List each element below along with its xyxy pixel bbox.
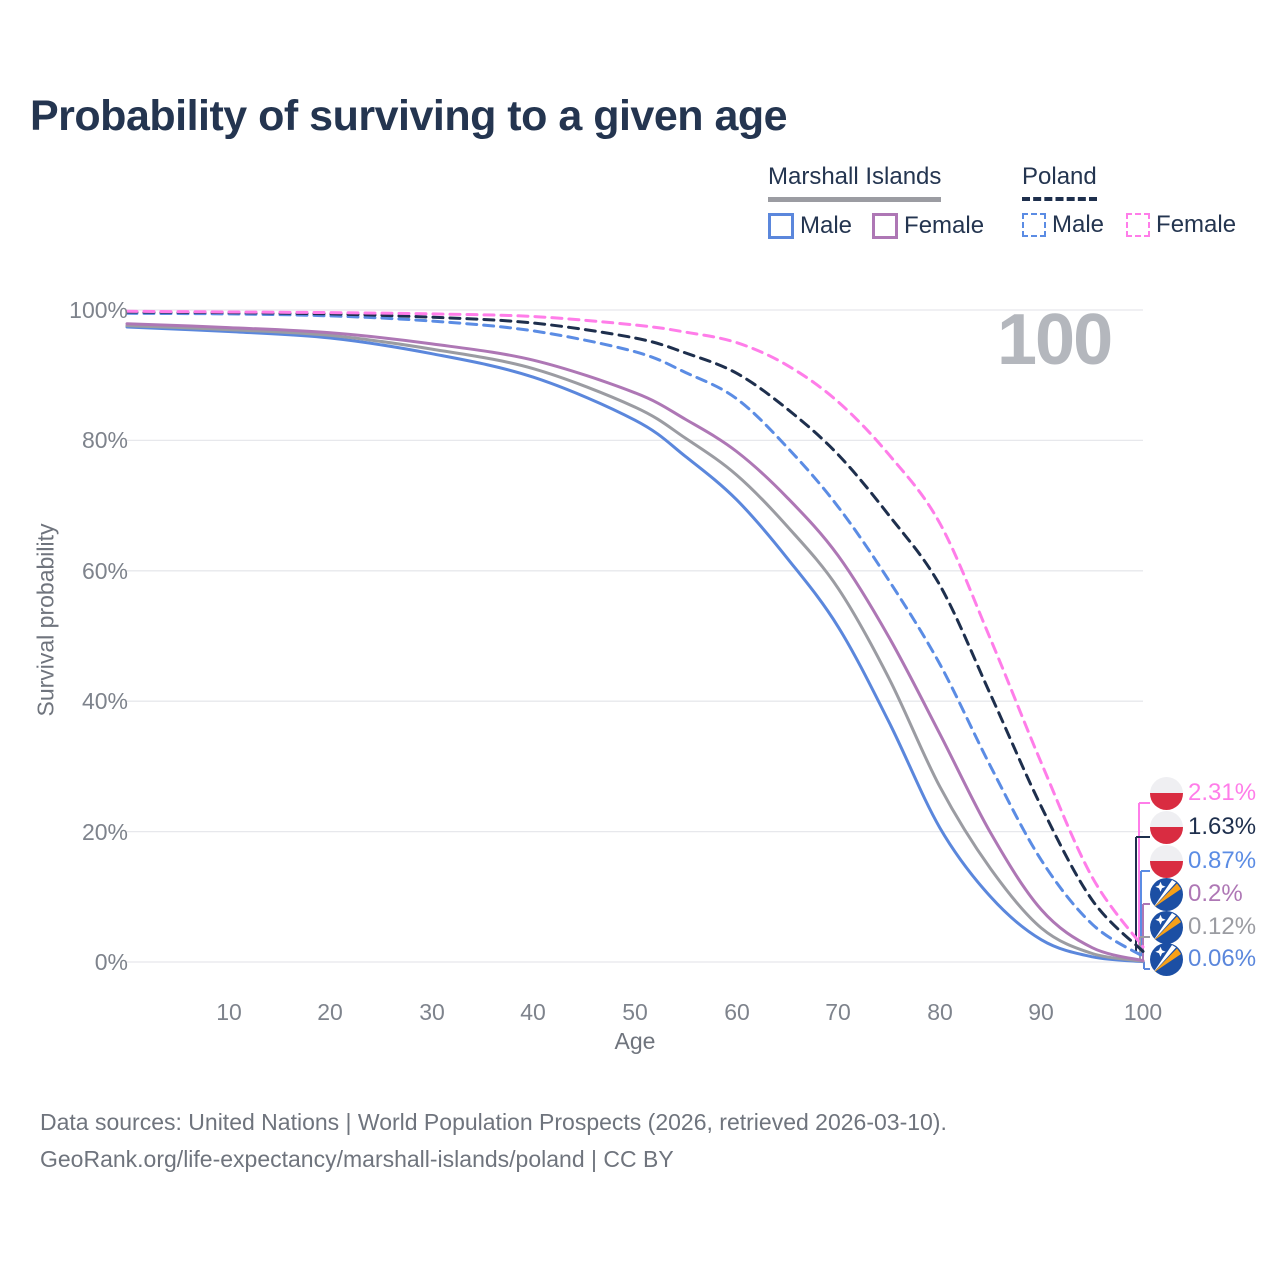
end-label-row: 0.2% <box>1150 877 1243 911</box>
marshall-islands-male-swatch-icon <box>768 213 794 239</box>
footer: Data sources: United Nations | World Pop… <box>40 1104 947 1178</box>
poland-female-swatch-icon <box>1126 213 1151 237</box>
curve-marshall-islands-female <box>125 322 1145 963</box>
x-axis-title: Age <box>614 1028 656 1054</box>
x-tick-label: 80 <box>927 999 953 1025</box>
end-label-row: 1.63% <box>1150 810 1256 844</box>
poland-male-swatch-icon <box>1022 213 1046 237</box>
x-tick-label: 40 <box>520 999 546 1025</box>
y-tick-label: 0% <box>94 949 128 975</box>
legend-country-marshall-islands[interactable]: Marshall Islands <box>768 163 942 202</box>
legend-country-poland[interactable]: Poland <box>1022 163 1097 201</box>
leader-line <box>1135 836 1150 952</box>
curve-marshall-islands <box>125 324 1145 963</box>
x-tick-label: 30 <box>419 999 445 1025</box>
end-value-label: 0.06% <box>1188 945 1257 972</box>
poland-flag-icon <box>1150 844 1183 878</box>
end-value-label: 0.87% <box>1188 847 1257 874</box>
legend-item-poland-male[interactable]: Male <box>1022 211 1104 239</box>
x-tick-label: 60 <box>724 999 750 1025</box>
curve-poland-female <box>125 309 1145 949</box>
legend-label: Male <box>800 212 853 239</box>
marshall-islands-female-swatch-icon <box>872 213 899 239</box>
marshall-islands-flag-icon <box>1150 877 1183 911</box>
x-tick-label: 100 <box>1123 999 1163 1025</box>
poland-flag-icon <box>1150 776 1183 810</box>
legend-item-poland-female[interactable]: Female <box>1126 211 1236 239</box>
x-tick-label: 50 <box>622 999 648 1025</box>
x-tick-label: 70 <box>825 999 851 1025</box>
legend-label: Female <box>904 212 985 239</box>
leader-line <box>1138 802 1150 947</box>
end-value-label: 1.63% <box>1188 813 1257 840</box>
end-value-label: 2.31% <box>1188 779 1257 806</box>
age-watermark: 100 <box>997 300 1113 380</box>
data-sources-line: Data sources: United Nations | World Pop… <box>40 1109 947 1135</box>
marshall-islands-flag-icon <box>1150 910 1183 944</box>
legend-item-marshall-islands-female[interactable]: Female <box>872 212 984 240</box>
end-value-label: 0.2% <box>1188 880 1243 907</box>
y-tick-label: 20% <box>81 819 128 845</box>
end-label-row: 2.31% <box>1150 776 1256 810</box>
y-tick-label: 80% <box>81 427 128 453</box>
legend-label: Female <box>1156 211 1237 238</box>
x-tick-label: 10 <box>216 999 242 1025</box>
legend-group-poland: Poland Male Female <box>1022 163 1236 239</box>
x-tick-label: 90 <box>1028 999 1054 1025</box>
poland-flag-icon <box>1150 810 1183 844</box>
leader-line <box>1143 961 1150 970</box>
legend-item-marshall-islands-male[interactable]: Male <box>768 212 852 240</box>
legend-label: Male <box>1052 211 1105 238</box>
y-tick-label: 40% <box>81 688 128 714</box>
x-tick-label: 20 <box>317 999 343 1025</box>
curve-poland-male <box>125 311 1145 958</box>
curve-marshall-islands-male <box>125 325 1145 964</box>
end-label-row: 0.12% <box>1150 910 1256 944</box>
end-label-row: 0.06% <box>1150 942 1256 976</box>
attribution-line: GeoRank.org/life-expectancy/marshall-isl… <box>40 1146 674 1172</box>
curve-poland <box>125 310 1145 953</box>
page-title: Probability of surviving to a given age <box>30 92 788 140</box>
end-value-label: 0.12% <box>1188 913 1257 940</box>
y-tick-label: 100% <box>69 297 128 323</box>
y-tick-label: 60% <box>81 558 128 584</box>
end-label-row: 0.87% <box>1150 844 1256 878</box>
legend-group-marshall-islands: Marshall Islands Male Female <box>768 163 984 240</box>
marshall-islands-flag-icon <box>1150 942 1183 976</box>
